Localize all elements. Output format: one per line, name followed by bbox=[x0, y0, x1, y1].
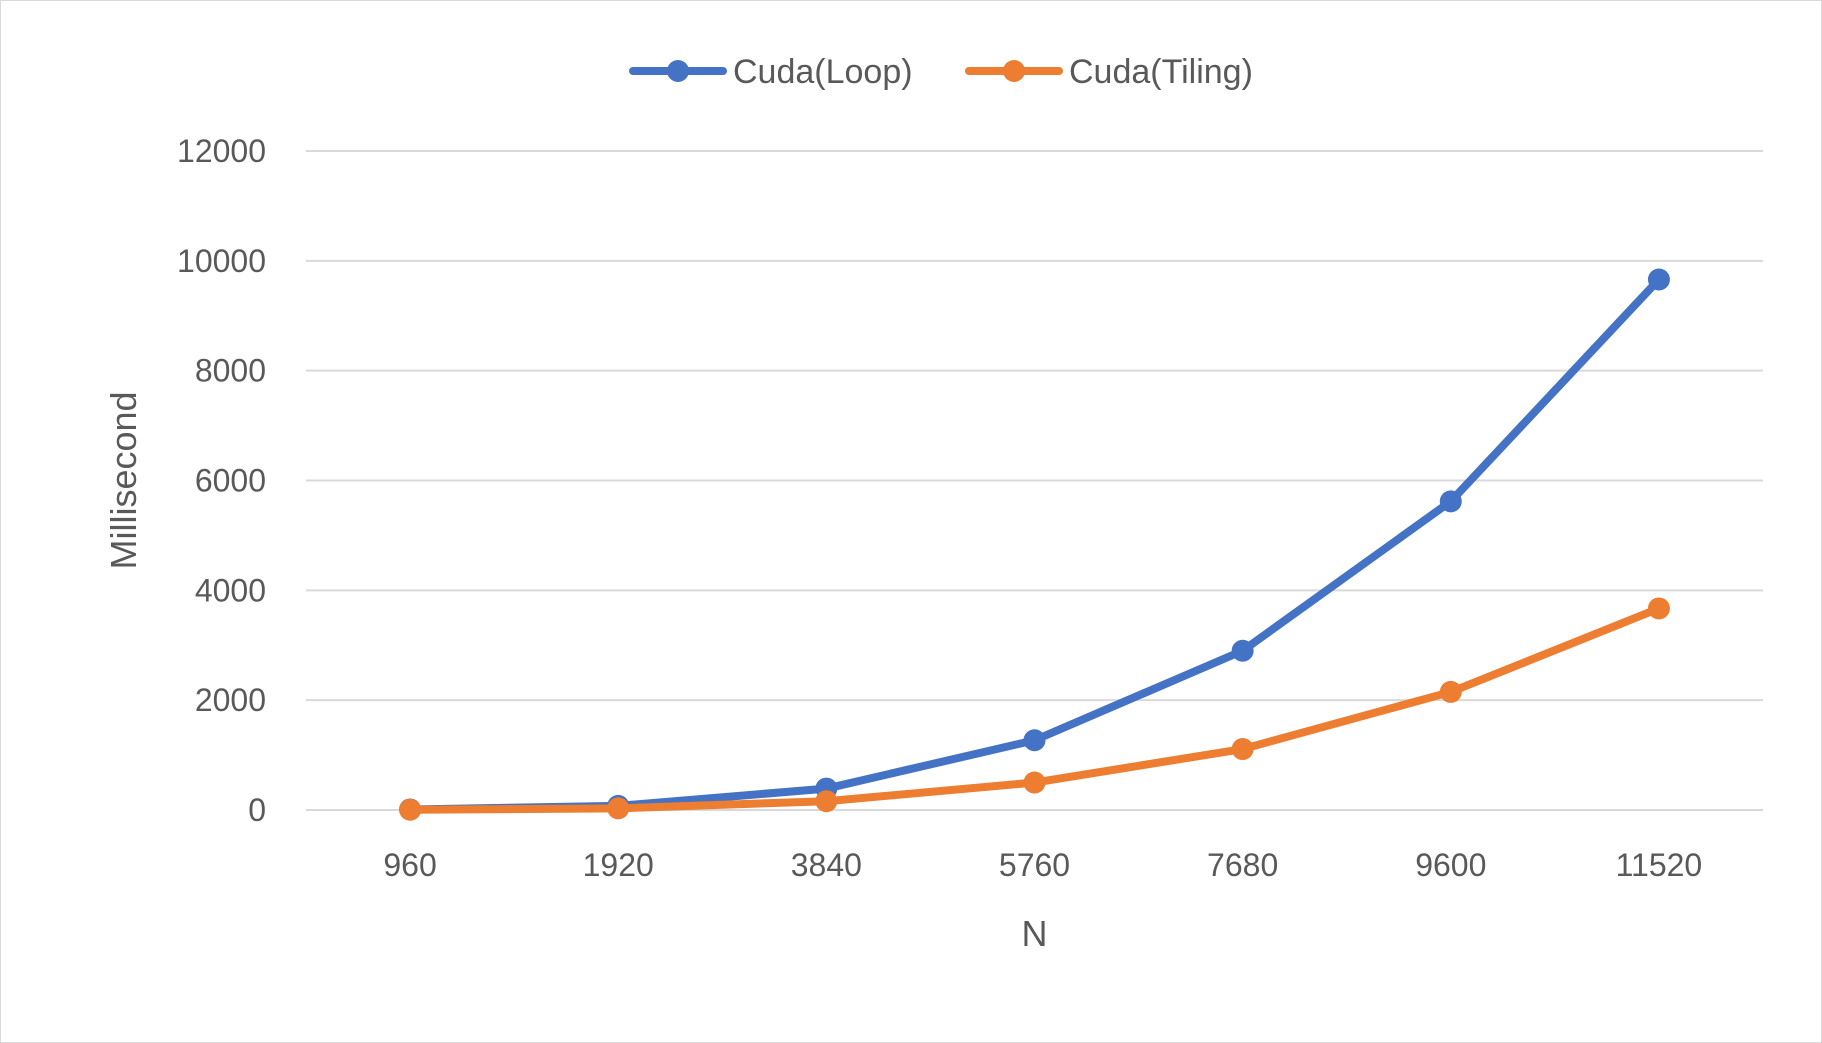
y-tick-label-4000: 4000 bbox=[195, 572, 266, 608]
data-point-cuda-tiling-7680 bbox=[1231, 738, 1254, 761]
data-point-cuda-tiling-960 bbox=[399, 798, 422, 821]
data-point-cuda-loop-7680 bbox=[1231, 639, 1254, 662]
x-axis-title: N bbox=[1022, 913, 1048, 954]
legend-marker-cuda-tiling bbox=[1003, 60, 1025, 82]
legend-label-cuda-tiling: Cuda(Tiling) bbox=[1069, 53, 1253, 91]
y-axis-ticks: 0 2000 4000 6000 8000 10000 12000 bbox=[177, 133, 266, 828]
legend-marker-cuda-loop bbox=[667, 60, 689, 82]
x-tick-label-9600: 9600 bbox=[1415, 847, 1486, 883]
y-tick-label-8000: 8000 bbox=[195, 353, 266, 389]
y-tick-label-2000: 2000 bbox=[195, 682, 266, 718]
data-point-cuda-loop-9600 bbox=[1439, 490, 1462, 513]
y-tick-label-12000: 12000 bbox=[177, 133, 266, 169]
x-tick-label-11520: 11520 bbox=[1616, 847, 1703, 883]
y-axis-title: Millisecond bbox=[103, 391, 144, 569]
x-tick-label-960: 960 bbox=[383, 847, 436, 883]
data-point-cuda-tiling-3840 bbox=[815, 790, 838, 813]
data-point-cuda-tiling-1920 bbox=[607, 797, 630, 820]
x-tick-label-7680: 7680 bbox=[1207, 847, 1278, 883]
data-point-cuda-tiling-5760 bbox=[1023, 771, 1046, 794]
x-tick-label-5760: 5760 bbox=[999, 847, 1070, 883]
y-tick-label-10000: 10000 bbox=[177, 243, 266, 279]
data-point-cuda-tiling-9600 bbox=[1439, 680, 1462, 703]
data-point-cuda-loop-5760 bbox=[1023, 729, 1046, 752]
legend: Cuda(Loop) Cuda(Tiling) bbox=[629, 53, 1253, 91]
data-point-cuda-tiling-11520 bbox=[1647, 597, 1670, 620]
data-point-cuda-loop-11520 bbox=[1647, 268, 1670, 291]
gridlines bbox=[306, 150, 1763, 811]
legend-label-cuda-loop: Cuda(Loop) bbox=[733, 53, 913, 91]
series-group bbox=[399, 268, 1670, 821]
y-tick-label-0: 0 bbox=[248, 792, 266, 828]
x-tick-label-1920: 1920 bbox=[583, 847, 654, 883]
x-tick-label-3840: 3840 bbox=[791, 847, 862, 883]
y-tick-label-6000: 6000 bbox=[195, 463, 266, 499]
x-axis-ticks: 960 1920 3840 5760 7680 9600 11520 bbox=[383, 847, 1702, 883]
